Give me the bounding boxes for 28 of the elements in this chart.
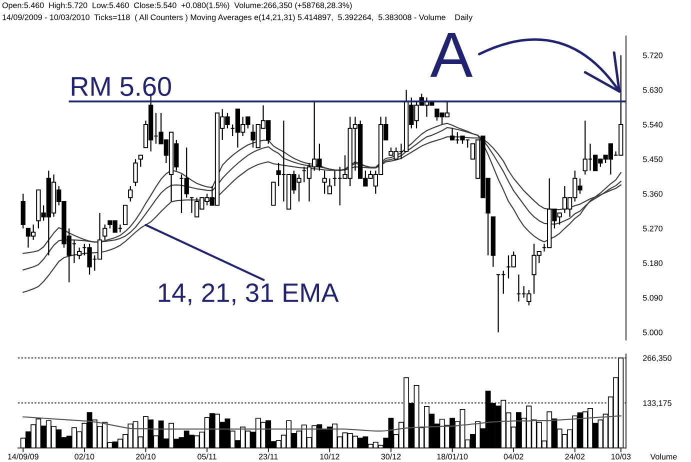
y-tick-label: 5.540	[642, 122, 663, 128]
x-tick-label: 04/02	[504, 454, 524, 460]
chart-title: Open:5.460 High:5.720 Low:5.460 Close:5.540 +0.080(1.5%) Volume:266,350 (+58768,28.3%)	[2, 2, 352, 10]
y-tick-label: 5.720	[642, 52, 663, 58]
x-tick-label: 18/01/10	[437, 454, 468, 460]
y-tick-label: 266,350	[643, 355, 672, 362]
x-tick-label: 20/10	[136, 454, 156, 460]
annotation: A	[430, 32, 473, 77]
x-tick-label: 10/03	[611, 454, 631, 460]
y-tick-label: 5.630	[642, 87, 663, 93]
y-tick-label: 5.450	[642, 156, 663, 162]
x-tick-label: 05/11	[198, 454, 216, 460]
y-tick-label: 5.180	[642, 260, 663, 266]
x-tick-label: 14/09/09	[8, 454, 38, 460]
x-tick-label: 30/12	[381, 454, 401, 460]
y-tick-label: 5.000	[642, 330, 663, 336]
chart-subtitle: 14/09/2009 - 10/03/2010 Ticks=118 ( All Counters ) Moving Averages e(14,21,31) 5.414897, 5.392264, 5.383008 - Volume Daily	[2, 14, 473, 22]
ref-line-label: RM 5.60	[72, 76, 171, 96]
y-tick-label: 5.090	[642, 294, 663, 301]
x-tick-label: 02/10	[74, 454, 94, 460]
y-tick-label: 5.270	[642, 226, 663, 232]
y-axis-title: Volume	[650, 454, 677, 460]
x-tick-label: 23/11	[258, 454, 278, 460]
x-tick-label: 24/02	[565, 454, 585, 460]
y-tick-label: 133,175	[643, 400, 672, 407]
y-tick-label: 5.360	[642, 191, 663, 197]
x-tick-label: 10/12	[320, 454, 340, 460]
annotation: 14, 21, 31 EMA	[158, 283, 339, 306]
